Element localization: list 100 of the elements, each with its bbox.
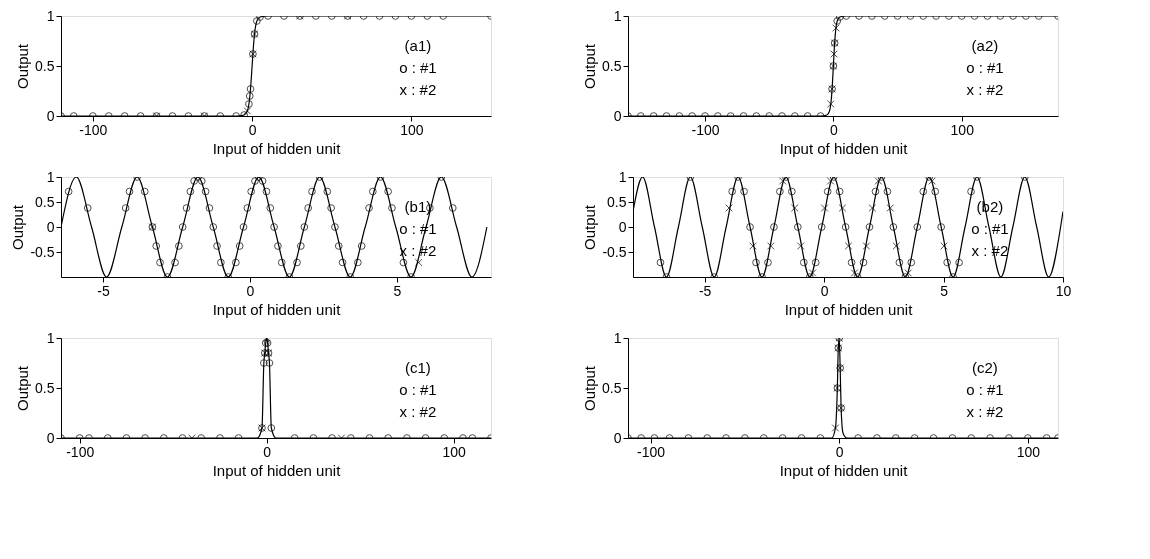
point	[728, 187, 736, 196]
point	[811, 258, 820, 267]
point	[764, 258, 772, 267]
point	[838, 204, 847, 212]
point	[766, 242, 775, 250]
x-tick-label: 0	[820, 282, 829, 299]
point	[955, 258, 963, 267]
x-tick-label: -100	[637, 443, 666, 460]
y-tick-label: 0.5	[602, 57, 622, 74]
point	[246, 85, 255, 93]
x-tick-label: 100	[400, 121, 424, 138]
annotation: x : #2	[966, 403, 1004, 420]
point	[796, 242, 805, 250]
point	[907, 258, 916, 267]
y-tick-label: 0.5	[602, 379, 622, 396]
x-tick-label: -5	[698, 282, 712, 299]
point	[790, 204, 799, 212]
point	[844, 242, 853, 250]
y-axis-title: Output	[581, 204, 599, 251]
point	[265, 359, 274, 367]
point	[859, 258, 868, 267]
y-tick-label: -0.5	[602, 243, 627, 260]
x-tick-label: 10	[1055, 282, 1072, 299]
point	[895, 258, 904, 267]
x-axis-title: Input of hidden unit	[212, 461, 342, 479]
y-tick-label: 0	[613, 107, 622, 124]
y-tick-label: 0.5	[607, 193, 627, 210]
annotation: x : #2	[399, 81, 437, 98]
x-axis-title: Input of hidden unit	[212, 300, 342, 318]
point	[817, 223, 826, 231]
y-tick-label: 0	[46, 218, 55, 235]
point	[889, 223, 898, 231]
x-tick-label: 0	[246, 282, 255, 299]
point	[148, 223, 157, 231]
annotation: (b1)	[404, 198, 432, 215]
point	[904, 269, 913, 277]
point	[943, 258, 951, 267]
point	[799, 258, 808, 267]
point	[832, 24, 840, 32]
point	[913, 223, 922, 231]
point	[656, 258, 665, 267]
y-tick-label: 0	[46, 429, 55, 446]
point	[770, 223, 778, 231]
x-tick-label: -100	[79, 121, 108, 138]
annotation: o : #1	[399, 59, 437, 76]
y-axis-title: Output	[14, 43, 32, 90]
y-tick-label: 0	[613, 429, 622, 446]
x-axis-title: Input of hidden unit	[212, 139, 342, 157]
point	[937, 223, 946, 231]
y-tick-label: 1	[613, 7, 622, 24]
y-axis-title: Output	[581, 365, 599, 412]
x-tick-label: 0	[263, 443, 272, 460]
point	[831, 424, 840, 432]
x-tick-label: -5	[97, 282, 110, 299]
x-tick-label: 0	[835, 443, 844, 460]
y-tick-label: 1	[46, 7, 55, 24]
point	[883, 187, 892, 196]
annotation: o : #1	[966, 381, 1004, 398]
y-tick-label: -0.5	[30, 243, 55, 260]
x-axis-title: Input of hidden unit	[784, 300, 914, 318]
x-tick-label: 0	[248, 121, 257, 138]
point	[850, 269, 859, 277]
x-tick-label: -100	[691, 121, 720, 138]
annotation: (c2)	[971, 359, 998, 376]
point	[267, 424, 276, 432]
x-tick-label: -100	[66, 443, 95, 460]
annotation: x : #2	[399, 403, 437, 420]
y-tick-label: 0.5	[35, 57, 55, 74]
point	[823, 187, 832, 196]
point	[749, 242, 757, 250]
y-axis-title: Output	[9, 204, 27, 251]
point	[259, 359, 268, 367]
point	[243, 107, 252, 115]
annotation: x : #2	[966, 81, 1004, 98]
point	[414, 258, 423, 267]
y-axis-title: Output	[14, 365, 32, 412]
y-tick-label: 0.5	[35, 379, 55, 396]
point	[928, 177, 936, 185]
point	[931, 187, 940, 196]
y-tick-label: 1	[613, 329, 622, 346]
x-tick-label: 5	[393, 282, 402, 299]
point	[833, 17, 842, 25]
point	[874, 177, 883, 185]
x-tick-label: 100	[950, 121, 975, 138]
point	[820, 204, 829, 212]
annotation: o : #1	[399, 381, 437, 398]
x-tick-label: 100	[1016, 443, 1041, 460]
point	[865, 223, 874, 231]
annotation: o : #1	[971, 220, 1009, 237]
point	[892, 242, 901, 250]
point	[245, 92, 254, 100]
y-tick-label: 1	[46, 329, 55, 346]
y-tick-label: 0	[46, 107, 55, 124]
y-axis-title: Output	[581, 43, 599, 90]
annotation: (a1)	[404, 37, 432, 54]
x-tick-label: 5	[940, 282, 949, 299]
y-tick-label: 1	[618, 168, 627, 185]
point	[776, 187, 784, 196]
point	[253, 17, 261, 25]
point	[778, 177, 787, 185]
